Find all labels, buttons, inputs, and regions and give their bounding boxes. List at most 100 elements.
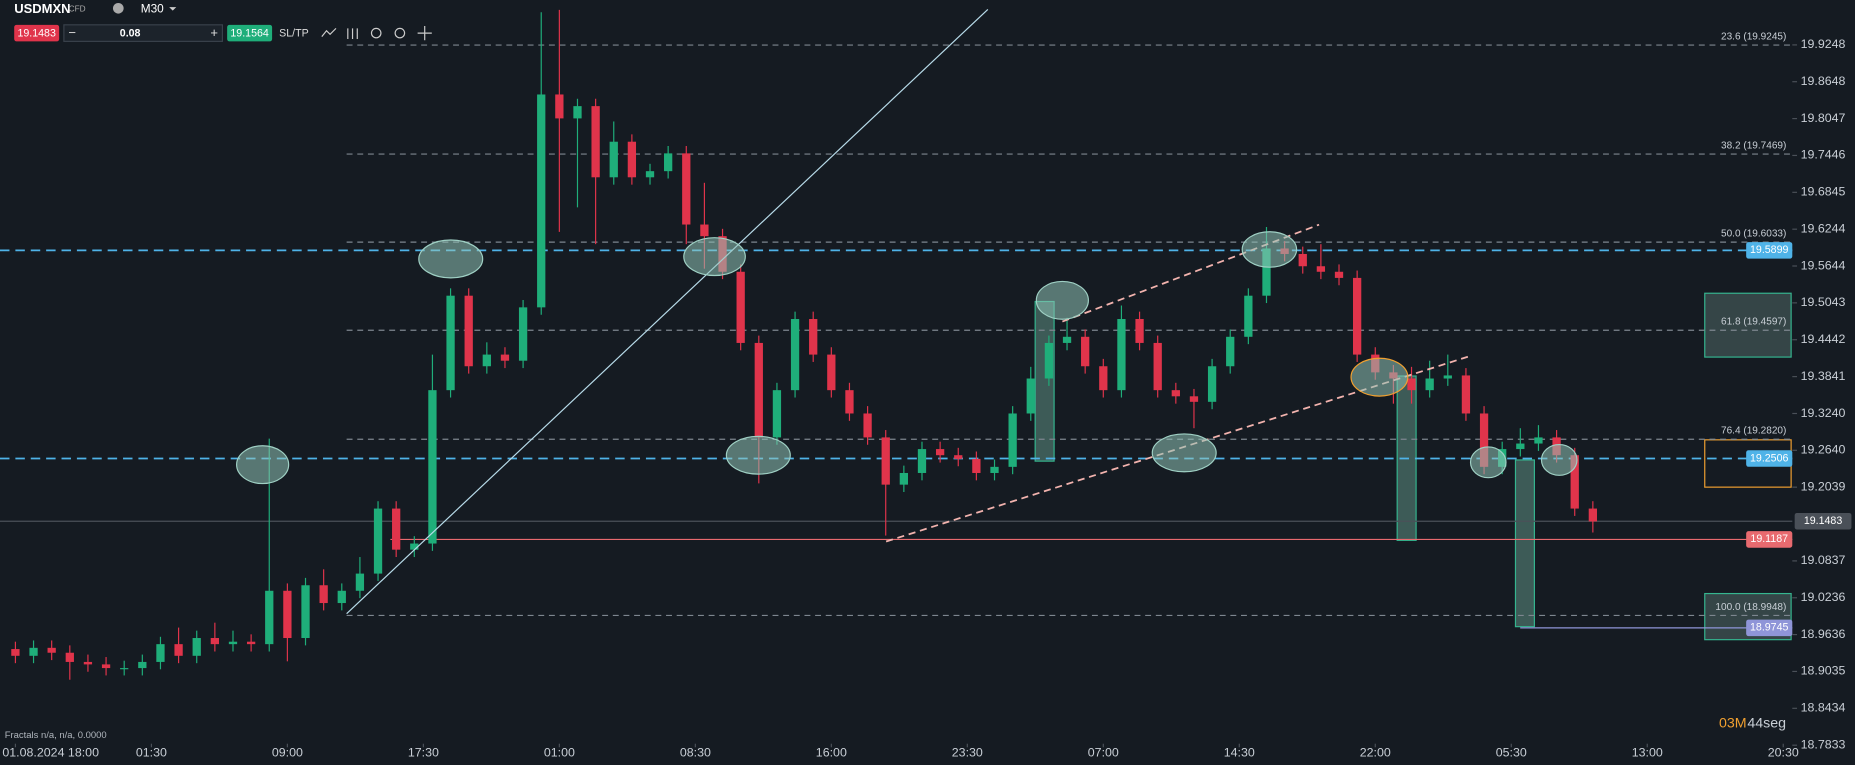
candle-body — [1062, 336, 1072, 343]
countdown-seconds: 44seg — [1747, 715, 1786, 731]
x-tick-label: 01:00 — [544, 745, 575, 759]
candle-body — [174, 644, 183, 656]
candle-body — [301, 585, 310, 639]
candle-body — [228, 641, 238, 645]
y-tick-label: 18.7833 — [1801, 737, 1846, 751]
bars-tool[interactable] — [347, 28, 358, 40]
candle-body — [1117, 319, 1126, 391]
x-tick-label: 16:00 — [816, 745, 847, 759]
candle-body — [246, 641, 256, 645]
highlight — [418, 239, 484, 279]
candle-body — [645, 171, 655, 178]
price-tag-label: 18.9745 — [1750, 622, 1789, 634]
candle-body — [935, 449, 945, 456]
candle-body — [609, 141, 618, 178]
candle-body — [537, 94, 546, 308]
sell-button[interactable] — [14, 24, 60, 42]
sell-price: 19.1483 — [17, 28, 56, 40]
buy-button[interactable] — [227, 24, 273, 42]
fib-label: 76.4 (19.2820) — [1721, 426, 1786, 437]
zone — [1514, 459, 1535, 628]
price-tag — [1746, 619, 1793, 637]
fib-label: 100.0 (18.9948) — [1715, 602, 1786, 613]
zone — [1034, 300, 1055, 462]
candle-body — [464, 295, 473, 367]
y-tick-label: 19.8047 — [1801, 111, 1846, 125]
x-tick-label: 01.08.2024 18:00 — [2, 745, 99, 759]
candle-body — [863, 413, 872, 438]
x-tick-label: 20:30 — [1768, 745, 1799, 759]
candle-body — [573, 106, 582, 119]
candle-body — [355, 573, 365, 591]
candle-body — [1298, 253, 1307, 267]
zoom-out[interactable] — [370, 27, 382, 39]
highlight — [725, 435, 791, 475]
candle-body — [392, 508, 401, 550]
candle-body — [954, 455, 963, 459]
lot-input[interactable] — [63, 24, 224, 42]
instrument-type: CFD — [69, 5, 86, 14]
highlight — [1469, 446, 1507, 479]
y-tick-label: 18.8434 — [1801, 701, 1846, 715]
minus[interactable]: − — [68, 25, 76, 40]
y-tick-label: 18.9636 — [1801, 627, 1846, 641]
buy-price: 19.1564 — [230, 28, 269, 40]
candle-body — [917, 449, 927, 473]
x-tick-label: 01:30 — [136, 745, 167, 759]
candle-body — [1044, 342, 1054, 379]
pan-tool[interactable] — [417, 26, 432, 41]
toolbar: USDMXN CFD M30 19.1483 − 0.08 + 19.1564 … — [14, 1, 432, 42]
candle-body — [1244, 295, 1253, 337]
candle-body — [337, 590, 346, 604]
candle-body — [682, 153, 691, 225]
candle-body — [1099, 366, 1108, 391]
fib-label: 23.6 (19.9245) — [1721, 31, 1786, 42]
candle-body — [809, 319, 818, 355]
candle-body — [772, 390, 782, 438]
candle-body — [101, 664, 111, 669]
highlight — [1035, 280, 1089, 320]
plus[interactable]: + — [210, 25, 218, 40]
candle-body — [1425, 378, 1434, 391]
x-tick-label: 23:30 — [952, 745, 983, 759]
box — [1704, 292, 1792, 358]
line-tool[interactable] — [321, 27, 337, 38]
highlight — [1151, 433, 1217, 473]
candle-body — [446, 295, 455, 391]
candle-body — [1534, 437, 1543, 444]
y-tick-label: 18.9035 — [1801, 664, 1846, 678]
sltp[interactable]: SL/TP — [279, 28, 309, 40]
y-tick-label: 19.0236 — [1801, 590, 1846, 604]
fib-label: 38.2 (19.7469) — [1721, 140, 1786, 151]
y-tick-label: 19.6244 — [1801, 221, 1846, 235]
candle-body — [47, 647, 56, 653]
timeframe[interactable]: M30 — [141, 2, 164, 16]
y-tick-label: 19.2039 — [1801, 479, 1846, 493]
y-tick-label: 19.4442 — [1801, 332, 1846, 346]
x-tick-label: 13:00 — [1632, 745, 1663, 759]
symbol[interactable]: USDMXN — [14, 1, 70, 16]
candle-body — [192, 638, 201, 656]
zoom-in[interactable] — [394, 27, 406, 39]
candle-body — [827, 354, 836, 391]
trend-line — [346, 9, 989, 615]
highlight — [1350, 357, 1409, 397]
x-tick-label: 22:00 — [1360, 745, 1391, 759]
candle-body — [11, 649, 20, 656]
candle-body — [1153, 342, 1162, 391]
candle-body — [1353, 277, 1362, 355]
price-tag-label: 19.5899 — [1750, 244, 1789, 256]
highlight — [1540, 443, 1578, 476]
info-icon[interactable] — [112, 2, 124, 14]
y-tick-label: 19.0837 — [1801, 553, 1846, 567]
candle-body — [1461, 375, 1471, 414]
candle-body — [1008, 413, 1017, 467]
y-tick-label: 19.3240 — [1801, 406, 1846, 420]
x-tick-label: 14:30 — [1224, 745, 1255, 759]
candle-body — [428, 390, 437, 544]
candle-body — [591, 106, 600, 178]
candle-body — [1588, 508, 1597, 522]
candle-body — [210, 638, 219, 645]
dropdown-arrow[interactable] — [169, 7, 177, 11]
